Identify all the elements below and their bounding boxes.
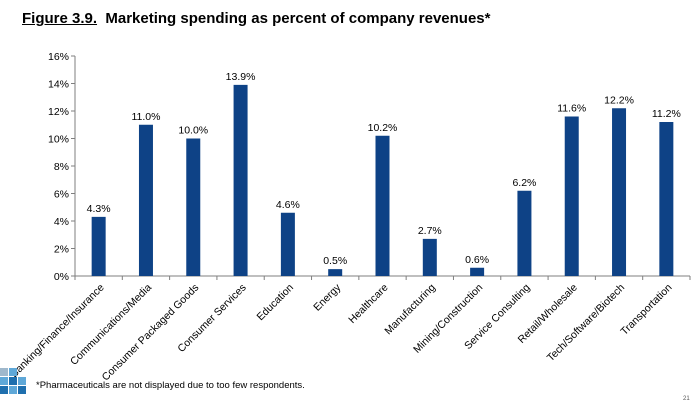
figure-title-text: Marketing spending as percent of company… — [105, 10, 491, 27]
bars — [91, 84, 674, 276]
figure-title: Figure 3.9. Marketing spending as percen… — [22, 10, 490, 27]
logo-square — [0, 377, 8, 385]
data-label: 10.2% — [368, 122, 398, 134]
logo-square — [9, 368, 17, 376]
data-label: 4.3% — [87, 203, 111, 215]
figure-number: Figure 3.9. — [22, 10, 98, 27]
logo-square — [18, 377, 26, 385]
bar — [612, 108, 627, 276]
y-tick-label: 14% — [48, 79, 69, 91]
bar — [422, 238, 437, 276]
data-label: 10.0% — [178, 125, 208, 137]
data-label: 6.2% — [512, 177, 536, 189]
category-label: Energy — [311, 281, 344, 314]
x-axis — [74, 275, 691, 280]
data-label: 2.7% — [418, 225, 442, 237]
category-label: Consumer Packaged Goods — [100, 282, 202, 384]
y-tick-label: 10% — [48, 134, 69, 146]
data-label: 12.2% — [604, 94, 634, 106]
logo-square — [0, 368, 8, 376]
data-label: 11.6% — [557, 103, 586, 115]
y-tick-label: 12% — [48, 106, 69, 118]
bar — [470, 267, 485, 276]
y-tick-label: 8% — [54, 161, 69, 173]
footnote: *Pharmaceuticals are not displayed due t… — [36, 380, 305, 391]
bar — [233, 84, 248, 276]
category-label: Tech/Software/Biotech — [545, 282, 627, 364]
bar — [375, 135, 390, 276]
bar — [517, 190, 532, 276]
page-number: 21 — [683, 396, 690, 402]
category-labels: Banking/Finance/InsuranceCommunications/… — [8, 281, 674, 383]
bar — [280, 212, 295, 276]
bar — [91, 216, 106, 276]
data-label: 4.6% — [276, 199, 300, 211]
y-tick-label: 4% — [54, 216, 69, 228]
logo-square — [18, 386, 26, 394]
y-tick-label: 6% — [54, 189, 69, 201]
bar — [186, 138, 201, 276]
category-label: Education — [254, 282, 296, 324]
logo-square — [0, 386, 8, 394]
data-label: 0.6% — [465, 254, 489, 266]
y-axis: 0% 2% 4% 6% 8% 10% 12% 14% 16% — [48, 51, 76, 283]
bar — [659, 122, 674, 276]
data-labels: 4.3% 11.0% 10.0% 13.9% 4.6% 0.5% 10.2% 2.7% 0.6%… — [87, 71, 681, 267]
bar — [564, 116, 579, 276]
category-label: Healthcare — [346, 282, 391, 327]
y-tick-label: 16% — [48, 51, 69, 63]
data-label: 0.5% — [323, 255, 347, 267]
bar — [328, 269, 343, 276]
data-label: 11.2% — [652, 108, 681, 120]
logo-square — [9, 386, 17, 394]
logo-square — [9, 377, 17, 385]
y-tick-label: 0% — [54, 271, 69, 283]
category-label: Communications/Media — [68, 282, 154, 368]
bar — [138, 124, 153, 276]
data-label: 11.0% — [131, 111, 160, 123]
category-label: Banking/Finance/Insurance — [8, 282, 107, 381]
y-tick-label: 2% — [54, 244, 69, 256]
data-label: 13.9% — [226, 71, 256, 83]
